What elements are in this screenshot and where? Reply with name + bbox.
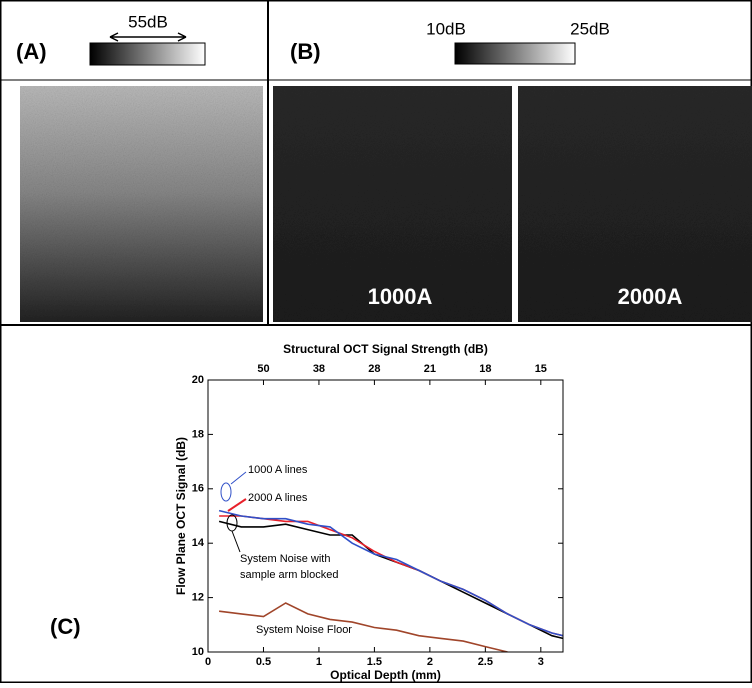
x-tick-label: 0: [205, 656, 211, 668]
chart: 10 12 14 16 18 20 0 0.5 1 1.5 2 2.5 3 50 38 28 21 18 15 Opt…: [174, 342, 564, 682]
panel-label: (A): [16, 39, 47, 64]
x2-tick-label: 28: [368, 363, 380, 375]
panel-label: (C): [50, 614, 81, 639]
x-tick-label: 1.5: [367, 656, 382, 668]
colorbar: [454, 42, 576, 65]
annotation: 1000 A lines: [248, 464, 308, 476]
oct-image: [20, 86, 263, 322]
callout: [227, 498, 247, 512]
oct-image: [518, 86, 752, 322]
colorbar-label: 10dB: [426, 19, 466, 38]
annotation: 2000 A lines: [248, 492, 308, 504]
oct-image: [273, 86, 512, 322]
x2-tick-label: 15: [535, 363, 547, 375]
y-tick-label: 20: [192, 374, 204, 386]
y-tick-label: 14: [192, 537, 205, 549]
x2-tick-label: 18: [479, 363, 491, 375]
x-axis-title: Optical Depth (mm): [330, 668, 441, 682]
x-tick-label: 2: [427, 656, 433, 668]
x2-tick-label: 50: [257, 363, 269, 375]
annotation: System Noise with: [240, 553, 330, 565]
x2-axis-title: Structural OCT Signal Strength (dB): [283, 342, 488, 356]
annotation: System Noise Floor: [256, 624, 352, 636]
callout: [231, 530, 241, 553]
callout: [220, 482, 232, 502]
y-axis-title: Flow Plane OCT Signal (dB): [174, 437, 188, 595]
x-tick-label: 0.5: [256, 656, 271, 668]
x2-tick-label: 38: [313, 363, 325, 375]
y-tick-label: 18: [192, 428, 204, 440]
image-label: 1000A: [368, 284, 433, 309]
colorbar-label: 25dB: [570, 19, 610, 38]
arrow: [109, 32, 187, 42]
panel-label: (B): [290, 39, 321, 64]
colorbar: [89, 42, 206, 66]
x2-tick-label: 21: [424, 363, 436, 375]
annotation: sample arm blocked: [240, 569, 338, 581]
callout: [230, 471, 247, 485]
series-line: [218, 509, 563, 637]
series-line: [219, 602, 508, 652]
plot-frame: [207, 379, 564, 653]
image-label: 2000A: [618, 284, 683, 309]
y-tick-label: 16: [192, 483, 204, 495]
y-tick-label: 10: [192, 646, 204, 658]
y-tick-label: 12: [192, 592, 204, 604]
x-tick-label: 1: [316, 656, 322, 668]
x-tick-label: 2.5: [478, 656, 493, 668]
colorbar-label: 55dB: [128, 12, 168, 31]
x-tick-label: 3: [538, 656, 544, 668]
